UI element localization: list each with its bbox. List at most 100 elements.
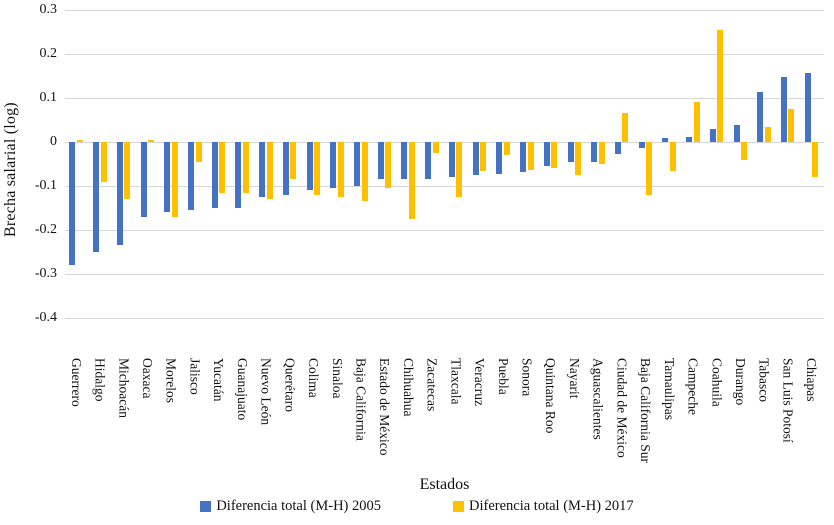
gridline-0.2 bbox=[65, 53, 824, 55]
y-tick-label-0: 0 bbox=[50, 134, 57, 149]
gridline--0.4 bbox=[65, 317, 824, 319]
bar-2005-Jalisco bbox=[188, 142, 194, 211]
gridline--0.1 bbox=[65, 185, 824, 187]
bar-2017-San Luis Potosí bbox=[788, 109, 795, 142]
bar-2005-San Luis Potosí bbox=[780, 76, 787, 142]
x-label-Tabasco: Tabasco bbox=[756, 358, 772, 403]
y-tick-label-0.3: 0.3 bbox=[39, 2, 58, 17]
bar-2017-Quintana Roo bbox=[551, 142, 558, 169]
bar-2005-Chiapas bbox=[804, 72, 811, 142]
legend-label-2005: Diferencia total (M-H) 2005 bbox=[216, 498, 381, 514]
x-label-Chiapas: Chiapas bbox=[804, 358, 820, 402]
gridline--0.2 bbox=[65, 229, 824, 231]
bar-2005-Tlaxcala bbox=[448, 142, 455, 178]
gridline-0 bbox=[65, 141, 824, 143]
bar-2005-Oaxaca bbox=[140, 142, 147, 217]
legend-item-2005: Diferencia total (M-H) 2005 bbox=[200, 498, 381, 515]
bar-2005-Aguascalientes bbox=[591, 142, 598, 162]
legend-item-2017: Diferencia total (M-H) 2017 bbox=[453, 498, 634, 515]
bar-2017-Guanajuato bbox=[242, 142, 249, 193]
x-label-Morelos: Morelos bbox=[163, 358, 179, 403]
bar-2017-Michoacán bbox=[124, 142, 131, 200]
x-label-Nayarit: Nayarit bbox=[566, 358, 582, 399]
bar-2017-Nayarit bbox=[575, 142, 581, 175]
bar-2005-Morelos bbox=[164, 142, 171, 213]
bar-2017-Guerrero bbox=[76, 139, 83, 142]
bar-2005-Coahuila bbox=[709, 128, 716, 142]
x-label-Coahuila: Coahuila bbox=[709, 358, 725, 407]
bar-2017-Hidalgo bbox=[100, 142, 107, 182]
x-label-Hidalgo: Hidalgo bbox=[92, 358, 108, 402]
x-label-Aguascalientes: Aguascalientes bbox=[590, 358, 606, 440]
bar-2005-Campeche bbox=[686, 136, 692, 142]
bar-2017-Durango bbox=[741, 142, 747, 160]
x-label-Nuevo León: Nuevo León bbox=[258, 358, 274, 426]
bar-2017-Campeche bbox=[693, 102, 700, 142]
bar-2017-Sinaloa bbox=[337, 142, 344, 197]
bar-2005-Sinaloa bbox=[330, 142, 337, 189]
bar-2005-Quintana Roo bbox=[543, 142, 550, 167]
bar-2017-Sonora bbox=[527, 142, 534, 170]
gridline--0.3 bbox=[65, 273, 824, 275]
legend-label-2017: Diferencia total (M-H) 2017 bbox=[469, 498, 634, 514]
x-label-Campeche: Campeche bbox=[685, 358, 701, 415]
bar-2005-Estado de México bbox=[377, 142, 384, 180]
legend-swatch-2005 bbox=[200, 501, 212, 512]
gridline-0.1 bbox=[65, 97, 824, 99]
x-label-Oaxaca: Oaxaca bbox=[140, 358, 156, 399]
bar-2005-Nayarit bbox=[567, 142, 574, 162]
bar-2005-Tamaulipas bbox=[662, 137, 669, 142]
bar-2017-Chihuahua bbox=[408, 142, 415, 219]
bar-2017-Ciudad de México bbox=[622, 113, 629, 142]
bar-2005-Querétaro bbox=[282, 142, 289, 195]
bar-2005-Durango bbox=[733, 125, 740, 142]
y-tick-label--0.4: -0.4 bbox=[34, 310, 57, 325]
bar-2017-Baja California bbox=[361, 142, 368, 202]
x-label-Puebla: Puebla bbox=[495, 358, 511, 395]
y-tick-label--0.3: -0.3 bbox=[34, 266, 57, 281]
bar-2017-Querétaro bbox=[290, 142, 297, 180]
bar-2005-Baja California Sur bbox=[638, 142, 645, 148]
bar-2017-Estado de México bbox=[385, 142, 392, 189]
bar-2005-Baja California bbox=[354, 142, 360, 186]
bar-2017-Morelos bbox=[171, 142, 178, 217]
y-tick-label--0.2: -0.2 bbox=[34, 222, 57, 237]
x-label-Jalisco: Jalisco bbox=[187, 358, 203, 395]
x-label-Sinaloa: Sinaloa bbox=[329, 358, 345, 399]
bar-2005-Yucatán bbox=[211, 142, 218, 208]
bar-2017-Chiapas bbox=[812, 142, 819, 178]
x-label-Estado de México: Estado de México bbox=[377, 358, 393, 456]
bar-2017-Coahuila bbox=[717, 29, 724, 142]
bar-2005-Veracruz bbox=[472, 142, 479, 175]
x-axis-title: Estados bbox=[419, 476, 470, 493]
bar-2017-Tamaulipas bbox=[669, 142, 676, 171]
bar-2005-Chihuahua bbox=[401, 142, 408, 180]
bar-2017-Nuevo León bbox=[266, 142, 273, 200]
x-label-Colima: Colima bbox=[306, 358, 322, 398]
bar-2017-Puebla bbox=[503, 142, 510, 156]
x-label-Guanajuato: Guanajuato bbox=[234, 358, 250, 421]
gridline-0.3 bbox=[65, 9, 824, 11]
bar-2017-Veracruz bbox=[480, 142, 487, 171]
y-tick-label--0.1: -0.1 bbox=[34, 178, 57, 193]
x-label-Tamaulipas: Tamaulipas bbox=[661, 358, 677, 421]
bar-2005-Zacatecas bbox=[425, 142, 432, 180]
bar-2005-Guanajuato bbox=[235, 142, 242, 208]
x-label-Baja California: Baja California bbox=[353, 358, 369, 441]
bar-2005-Guerrero bbox=[69, 142, 76, 266]
bar-2005-Puebla bbox=[496, 142, 503, 175]
x-label-Zacatecas: Zacatecas bbox=[424, 358, 440, 412]
bar-2005-Michoacán bbox=[116, 142, 123, 246]
y-tick-label-0.2: 0.2 bbox=[39, 46, 58, 61]
x-label-San Luis Potosí: San Luis Potosí bbox=[780, 358, 796, 443]
legend-swatch-2017 bbox=[453, 501, 464, 512]
x-label-Sonora: Sonora bbox=[519, 358, 535, 397]
y-tick-label-0.1: 0.1 bbox=[39, 90, 58, 105]
x-label-Durango: Durango bbox=[732, 358, 748, 406]
bar-2017-Zacatecas bbox=[432, 142, 439, 153]
x-label-Michoacán: Michoacán bbox=[116, 358, 132, 418]
bar-2017-Baja California Sur bbox=[646, 142, 653, 195]
bar-2005-Ciudad de México bbox=[614, 142, 621, 154]
x-label-Tlaxcala: Tlaxcala bbox=[448, 358, 464, 405]
